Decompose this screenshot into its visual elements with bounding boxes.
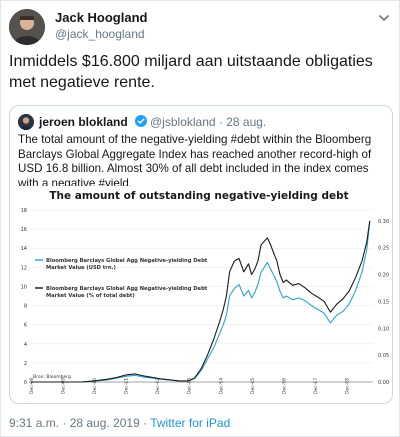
chart-title: The amount of outstanding negative-yield… — [49, 190, 348, 202]
x-tick-label: Dec-12 — [155, 378, 161, 394]
y-left-tick-label: 14 — [21, 246, 27, 252]
x-tick-label: Dec-09 — [61, 378, 67, 394]
chart-legend: Bloomberg Barclays Global Agg Negative-y… — [35, 258, 208, 299]
y-right-tick-label: 0.30 — [378, 219, 389, 225]
quoted-tweet[interactable]: jeroen blokland @jsblokland · 28 aug. Th… — [9, 105, 393, 404]
quoted-author-handle[interactable]: @jsblokland · 28 aug. — [150, 115, 267, 129]
author-avatar[interactable] — [9, 9, 45, 45]
x-tick-label: Dec-15 — [250, 378, 256, 394]
y-left-tick-label: 2 — [24, 361, 27, 367]
negative-yield-debt-chart: The amount of outstanding negative-yield… — [11, 186, 392, 403]
y-left-tick-label: 0 — [24, 380, 27, 386]
x-tick-label: Dec-16 — [281, 378, 287, 394]
y-left-tick-label: 10 — [21, 284, 27, 290]
legend-entry: Bloomberg Barclays Global Agg Negative-y… — [46, 286, 208, 299]
tweet-source-link[interactable]: Twitter for iPad — [150, 416, 231, 430]
x-tick-label: Dec-18 — [344, 378, 350, 394]
chart-series — [31, 220, 371, 383]
y-right-tick-label: 0.15 — [378, 299, 389, 305]
x-tick-label: Dec-11 — [124, 378, 130, 394]
y-left-tick-label: 8 — [24, 304, 27, 310]
y-right-tick-label: 0.20 — [378, 273, 389, 279]
author-name[interactable]: Jack Hoogland — [55, 10, 148, 25]
chart-axes: 0 2 4 6 8 10 12 14 16 18 0.00 0.05 0.10 0.15 0.20 0.25 0… — [21, 208, 390, 394]
verified-badge-icon — [135, 115, 147, 127]
avatar-photo-icon — [18, 114, 34, 130]
y-left-tick-label: 16 — [21, 227, 27, 233]
y-left-tick-label: 12 — [21, 265, 27, 271]
quoted-text: The total amount of the negative-yieldin… — [18, 133, 372, 190]
quoted-author-name[interactable]: jeroen blokland — [39, 115, 128, 129]
y-left-tick-label: 18 — [21, 208, 27, 214]
author-handle[interactable]: @jack_hoogland — [55, 27, 145, 41]
tweet-text: Inmiddels $16.800 miljard aan uitstaande… — [9, 53, 373, 91]
avatar-photo-icon — [9, 9, 45, 45]
chevron-down-icon[interactable] — [377, 11, 391, 25]
quoted-author-avatar[interactable] — [18, 114, 34, 130]
x-tick-label: Dec-14 — [218, 378, 224, 394]
x-tick-label: Dec-17 — [313, 378, 319, 394]
y-right-tick-label: 0.00 — [378, 380, 389, 386]
y-right-tick-label: 0.25 — [378, 246, 389, 252]
x-tick-label: Dec-08 — [29, 378, 35, 394]
y-left-tick-label: 6 — [24, 323, 27, 329]
x-tick-label: Dec-13 — [187, 378, 193, 394]
tweet-timestamp[interactable]: 9:31 a.m. · 28 aug. 2019 · — [9, 416, 151, 430]
y-left-tick-label: 4 — [24, 342, 27, 348]
y-right-tick-label: 0.10 — [378, 326, 389, 332]
x-tick-label: Dec-10 — [92, 378, 98, 394]
quoted-header: jeroen blokland @jsblokland · 28 aug. — [18, 114, 378, 130]
series-line-2 — [31, 220, 371, 383]
tweet-meta: 9:31 a.m. · 28 aug. 2019 · Twitter for i… — [9, 416, 230, 430]
chart-source: Bron: Bloomberg — [33, 374, 71, 380]
y-right-tick-label: 0.05 — [378, 353, 389, 359]
tweet-header: Jack Hoogland @jack_hoogland — [9, 9, 393, 45]
series-line-1 — [31, 221, 371, 383]
legend-entry: Bloomberg Barclays Global Agg Negative-y… — [46, 258, 208, 271]
